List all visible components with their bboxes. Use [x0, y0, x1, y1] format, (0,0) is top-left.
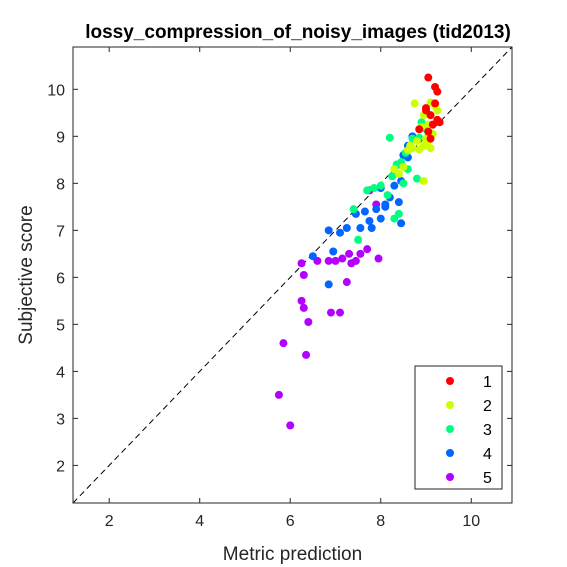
data-point-series-3	[390, 214, 399, 223]
data-point-series-5	[351, 256, 360, 265]
y-tick-label: 3	[56, 411, 65, 428]
y-axis-label: Subjective score	[16, 205, 37, 344]
data-point-series-1	[433, 87, 442, 96]
legend-label-3: 3	[483, 422, 492, 439]
data-point-series-5	[374, 254, 383, 263]
data-point-series-5	[302, 350, 311, 359]
data-point-series-5	[331, 256, 340, 265]
y-tick-label: 7	[56, 223, 65, 240]
x-axis-label: Metric prediction	[223, 544, 362, 565]
legend-marker-1	[446, 377, 454, 385]
x-tick-label: 2	[105, 513, 114, 530]
data-point-series-2	[415, 145, 424, 154]
data-point-series-2	[426, 144, 435, 153]
legend-marker-4	[446, 449, 454, 457]
data-point-series-3	[383, 191, 392, 200]
data-point-series-4	[394, 198, 403, 207]
data-point-series-5	[304, 318, 313, 327]
data-point-series-3	[369, 184, 378, 193]
data-point-series-5	[356, 249, 365, 258]
data-point-series-4	[324, 226, 333, 235]
legend-label-1: 1	[483, 374, 492, 391]
y-tick-label: 6	[56, 270, 65, 287]
axis-ticks: 2 4 6 8 10 2 3 4 5 6 7 8 9 10	[47, 47, 512, 530]
legend-marker-3	[446, 425, 454, 433]
data-point-series-2	[394, 169, 403, 178]
data-point-series-3	[363, 186, 372, 195]
data-point-series-4	[381, 200, 390, 209]
data-point-series-3	[349, 205, 358, 214]
data-point-series-4	[376, 214, 385, 223]
data-point-series-5	[299, 271, 308, 279]
data-point-series-5	[345, 249, 354, 258]
data-point-series-4	[308, 252, 317, 261]
data-point-series-3	[399, 179, 408, 188]
data-point-series-5	[326, 308, 335, 317]
data-point-series-4	[390, 181, 399, 190]
data-point-series-4	[336, 228, 345, 237]
x-tick-label: 6	[286, 513, 295, 530]
data-point-series-3	[388, 172, 397, 181]
legend-label-5: 5	[483, 470, 492, 487]
data-point-series-3	[354, 235, 363, 244]
data-point-series-4	[397, 219, 406, 228]
data-point-series-2	[406, 141, 415, 150]
data-point-series-5	[279, 339, 288, 348]
data-point-series-1	[431, 99, 440, 108]
data-point-series-3	[376, 181, 385, 190]
data-point-series-3	[412, 174, 421, 183]
y-tick-label: 10	[47, 82, 65, 99]
data-point-series-3	[385, 133, 394, 142]
y-tick-label: 8	[56, 176, 65, 193]
data-point-series-2	[433, 106, 442, 115]
data-point-series-5	[297, 296, 306, 305]
data-point-series-4	[324, 280, 333, 289]
data-point-series-2	[410, 99, 419, 108]
legend-label-4: 4	[483, 446, 492, 463]
data-point-series-4	[356, 223, 365, 232]
legend: 1 2 3 4 5	[414, 365, 503, 490]
legend-marker-2	[446, 401, 454, 409]
legend-marker-5	[446, 473, 454, 481]
data-point-series-5	[336, 308, 345, 317]
data-points	[274, 73, 444, 430]
data-point-series-4	[360, 207, 369, 216]
x-tick-label: 10	[462, 513, 480, 530]
chart-title: lossy_compression_of_noisy_images (tid20…	[85, 22, 511, 43]
data-point-series-5	[342, 278, 351, 287]
data-point-series-1	[415, 125, 424, 134]
x-tick-label: 8	[376, 513, 385, 530]
reference-line	[72, 46, 513, 504]
data-point-series-1	[424, 73, 433, 82]
data-point-series-1	[422, 106, 431, 115]
y-tick-label: 4	[56, 364, 65, 381]
data-point-series-4	[342, 223, 351, 232]
data-point-series-2	[412, 137, 421, 146]
data-point-series-5	[297, 259, 306, 268]
plot-frame	[72, 46, 513, 504]
y-tick-label: 5	[56, 317, 65, 334]
data-point-series-5	[324, 256, 333, 265]
data-point-series-4	[367, 223, 376, 232]
data-point-series-1	[424, 127, 433, 136]
data-point-series-4	[365, 216, 374, 225]
x-tick-label: 4	[195, 513, 204, 530]
data-point-series-5	[286, 421, 295, 430]
data-point-series-1	[433, 115, 442, 124]
data-point-series-5	[299, 303, 308, 312]
data-point-series-4	[372, 205, 381, 214]
y-tick-label: 9	[56, 129, 65, 146]
data-point-series-5	[338, 254, 347, 263]
data-point-series-2	[419, 176, 428, 185]
legend-box	[414, 365, 503, 490]
data-point-series-2	[399, 162, 408, 171]
data-point-series-4	[329, 247, 338, 256]
y-tick-label: 2	[56, 458, 65, 475]
data-point-series-5	[363, 245, 372, 254]
data-point-series-1	[426, 134, 435, 143]
legend-label-2: 2	[483, 398, 492, 415]
data-point-series-5	[274, 390, 283, 399]
